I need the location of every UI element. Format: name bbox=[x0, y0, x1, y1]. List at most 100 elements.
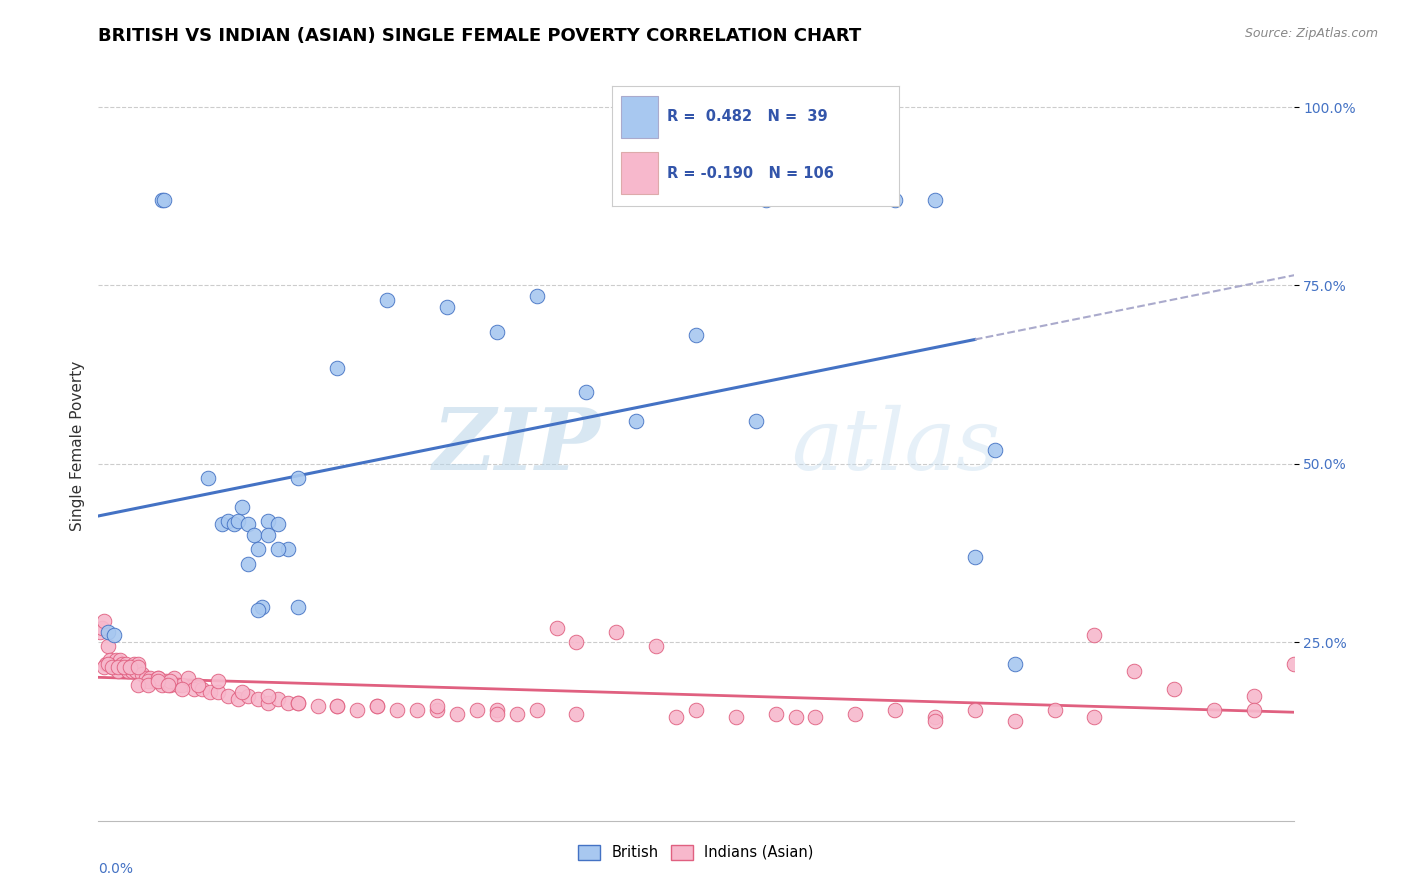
Point bbox=[366, 699, 388, 714]
Point bbox=[645, 639, 668, 653]
Point bbox=[155, 674, 177, 689]
Point bbox=[120, 660, 142, 674]
Point bbox=[267, 692, 290, 706]
Point bbox=[98, 653, 122, 667]
Point bbox=[256, 689, 278, 703]
Text: 0.0%: 0.0% bbox=[98, 862, 134, 876]
Point bbox=[148, 671, 170, 685]
Point bbox=[436, 300, 458, 314]
Point bbox=[446, 706, 468, 721]
Point bbox=[565, 706, 588, 721]
Point bbox=[150, 193, 173, 207]
Point bbox=[575, 385, 598, 400]
Point bbox=[526, 703, 548, 717]
Point bbox=[824, 186, 846, 200]
Point bbox=[127, 678, 149, 692]
Point bbox=[924, 714, 946, 728]
Point bbox=[485, 703, 508, 717]
Point bbox=[167, 678, 190, 692]
Point bbox=[143, 674, 166, 689]
Point bbox=[153, 193, 176, 207]
Point bbox=[963, 703, 986, 717]
Point bbox=[105, 653, 128, 667]
Point bbox=[97, 639, 120, 653]
Point bbox=[1123, 664, 1146, 678]
Point bbox=[1282, 657, 1305, 671]
Point bbox=[115, 657, 138, 671]
Point bbox=[626, 414, 648, 428]
Point bbox=[326, 699, 349, 714]
Point bbox=[685, 328, 707, 343]
Point bbox=[385, 703, 409, 717]
Point bbox=[112, 660, 135, 674]
Point bbox=[1083, 710, 1105, 724]
Point bbox=[197, 471, 219, 485]
Point bbox=[250, 599, 273, 614]
Point bbox=[465, 703, 488, 717]
Point bbox=[804, 710, 827, 724]
Point bbox=[366, 699, 388, 714]
Point bbox=[426, 699, 449, 714]
Point bbox=[246, 692, 269, 706]
Point bbox=[485, 325, 508, 339]
Point bbox=[211, 517, 233, 532]
Point bbox=[685, 703, 707, 717]
Point bbox=[277, 696, 299, 710]
Point bbox=[963, 549, 986, 564]
Point bbox=[207, 674, 229, 689]
Point bbox=[745, 414, 768, 428]
Point bbox=[107, 660, 129, 674]
Point bbox=[236, 517, 259, 532]
Point bbox=[785, 710, 807, 724]
Point bbox=[207, 685, 229, 699]
Point bbox=[1243, 703, 1265, 717]
Point bbox=[287, 471, 309, 485]
Point bbox=[163, 671, 186, 685]
Point bbox=[884, 193, 907, 207]
Point bbox=[375, 293, 398, 307]
Point bbox=[307, 699, 329, 714]
Point bbox=[148, 671, 170, 685]
Point bbox=[121, 664, 143, 678]
Point bbox=[485, 706, 508, 721]
Point bbox=[101, 660, 124, 674]
Point bbox=[110, 653, 132, 667]
Legend: British, Indians (Asian): British, Indians (Asian) bbox=[572, 838, 820, 866]
Point bbox=[217, 514, 239, 528]
Point bbox=[1083, 628, 1105, 642]
Point bbox=[222, 517, 245, 532]
Point bbox=[127, 660, 149, 674]
Point bbox=[884, 703, 907, 717]
Point bbox=[844, 706, 866, 721]
Point bbox=[256, 696, 278, 710]
Point bbox=[506, 706, 529, 721]
Y-axis label: Single Female Poverty: Single Female Poverty bbox=[69, 361, 84, 531]
Point bbox=[565, 635, 588, 649]
Point bbox=[765, 706, 787, 721]
Point bbox=[97, 624, 120, 639]
Point bbox=[217, 689, 239, 703]
Point bbox=[177, 671, 200, 685]
Point bbox=[526, 289, 548, 303]
Point bbox=[101, 660, 124, 674]
Point bbox=[984, 442, 1007, 457]
Point bbox=[243, 528, 266, 542]
Point bbox=[605, 624, 627, 639]
Text: ZIP: ZIP bbox=[433, 404, 600, 488]
Point bbox=[267, 542, 290, 557]
Point bbox=[150, 678, 173, 692]
Point bbox=[157, 678, 180, 692]
Point bbox=[91, 621, 114, 635]
Point bbox=[124, 657, 146, 671]
Point bbox=[256, 514, 278, 528]
Point bbox=[246, 542, 269, 557]
Point bbox=[125, 664, 148, 678]
Point bbox=[1243, 689, 1265, 703]
Point bbox=[231, 685, 253, 699]
Point bbox=[724, 710, 747, 724]
Point bbox=[136, 678, 159, 692]
Point bbox=[277, 542, 299, 557]
Point bbox=[287, 696, 309, 710]
Point bbox=[924, 710, 946, 724]
Point bbox=[1043, 703, 1066, 717]
